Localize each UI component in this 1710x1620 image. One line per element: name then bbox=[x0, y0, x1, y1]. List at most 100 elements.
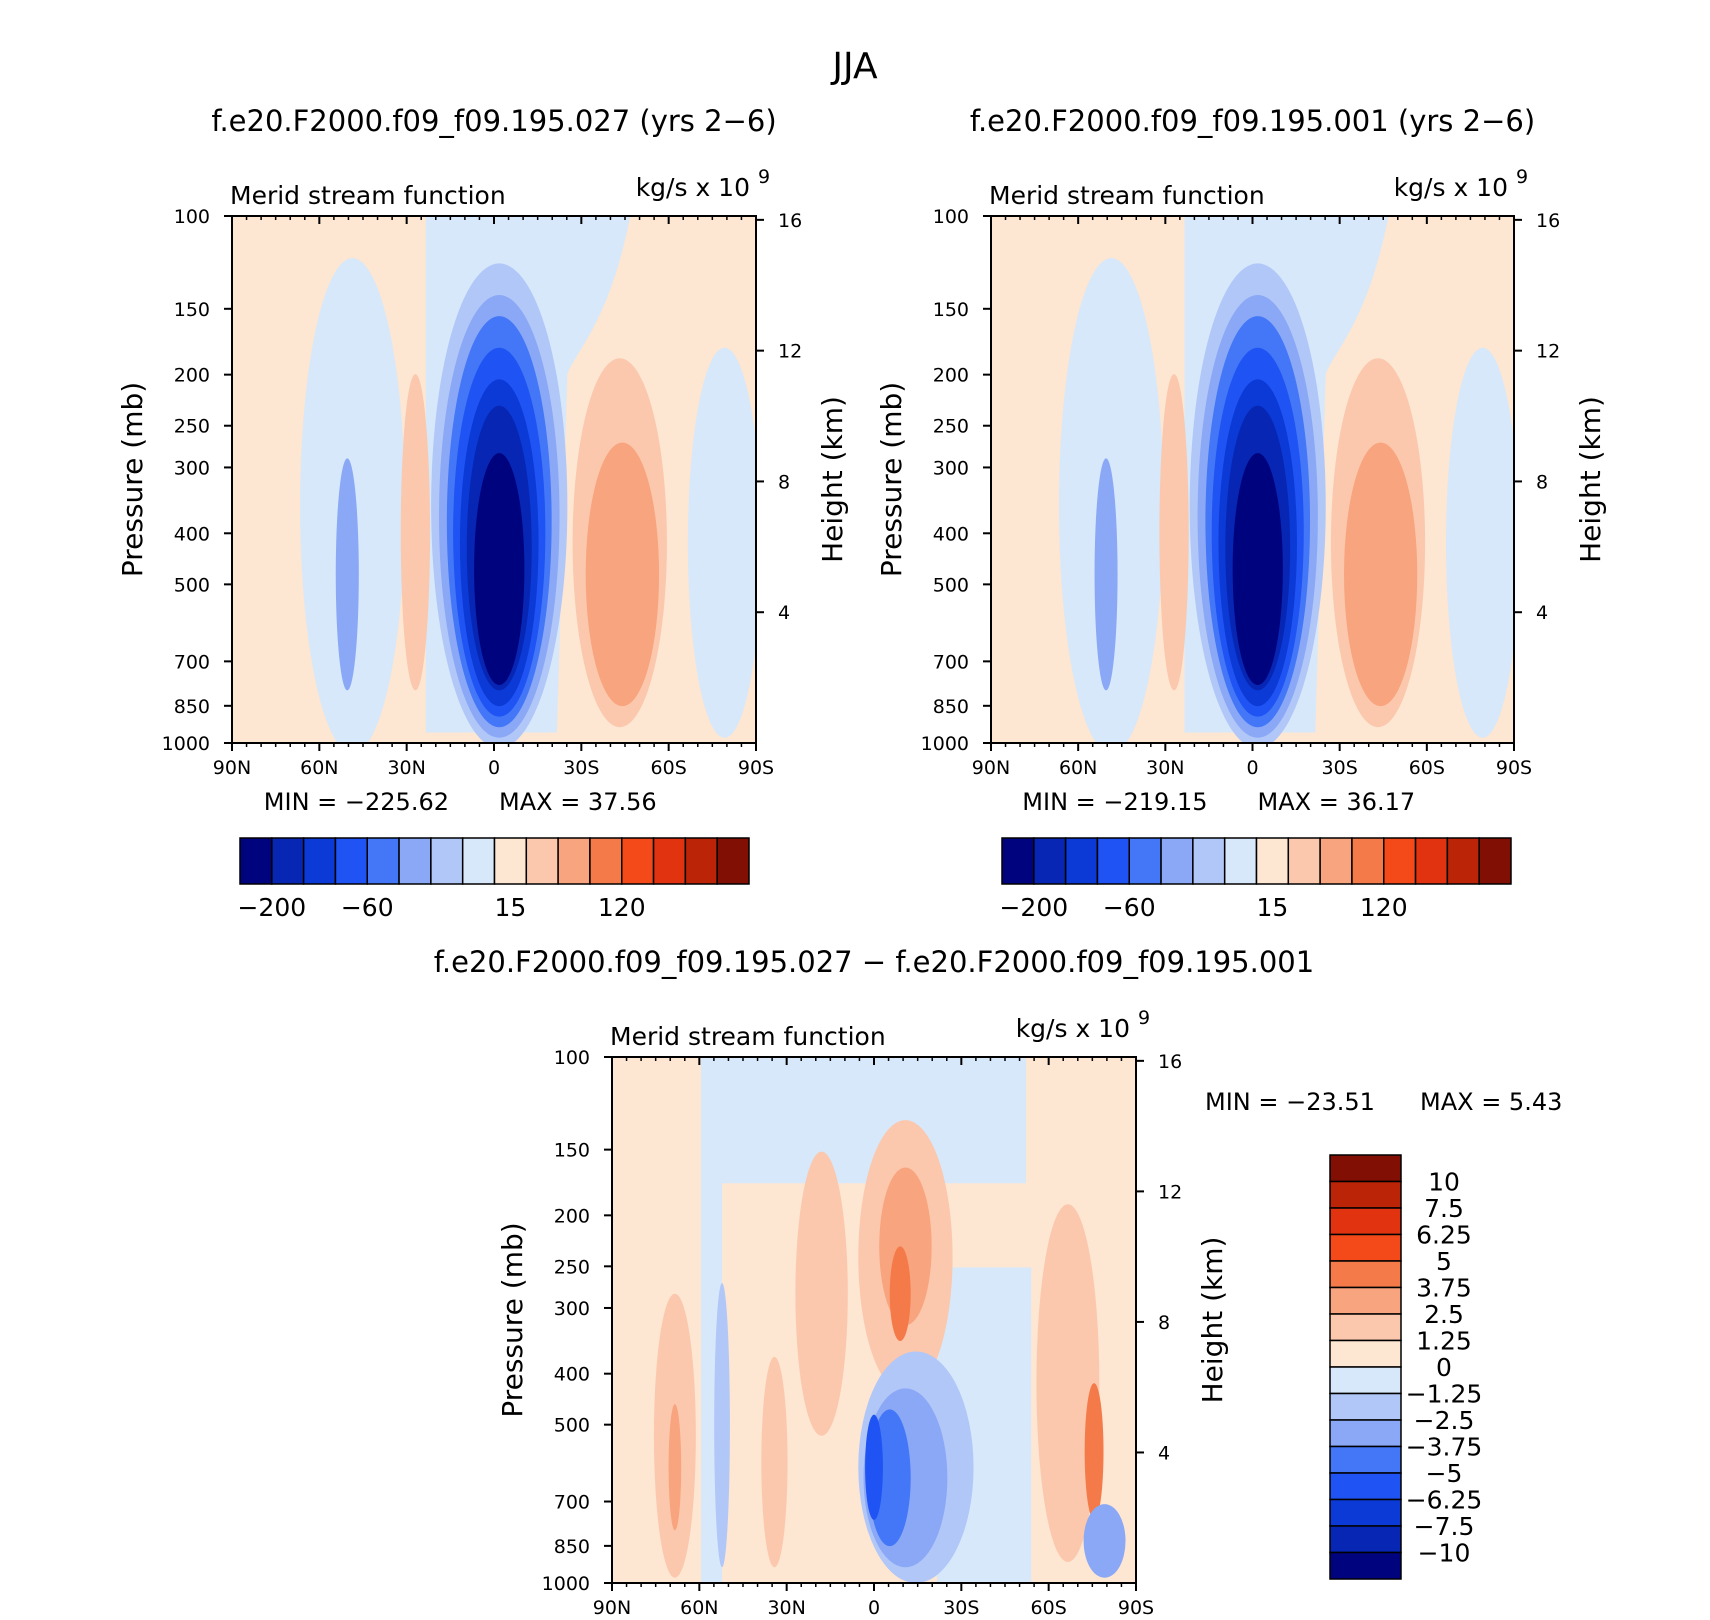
y-tick-label: 700 bbox=[933, 651, 969, 673]
colorbar-swatch bbox=[1033, 837, 1067, 885]
y-tick-label: 150 bbox=[554, 1140, 590, 1162]
cell-blue-a bbox=[714, 1283, 730, 1568]
colorbar-swatch bbox=[398, 837, 432, 885]
cell-nh-red bbox=[1159, 374, 1189, 691]
colorbar-swatch bbox=[1192, 837, 1226, 885]
colorbar-swatch bbox=[1329, 1551, 1402, 1580]
x-tick-label: 0 bbox=[868, 1597, 880, 1619]
panel-subtitle: f.e20.F2000.f09_f09.195.027 − f.e20.F200… bbox=[434, 945, 1314, 979]
colorbar-swatch bbox=[1329, 1260, 1402, 1289]
y-tick-label: 700 bbox=[174, 651, 210, 673]
left-label: Merid stream function bbox=[989, 181, 1265, 210]
y-tick-label: 500 bbox=[174, 574, 210, 596]
units-exponent: 9 bbox=[1516, 166, 1528, 188]
y-tick-label: 200 bbox=[933, 365, 969, 387]
colorbar-swatch bbox=[1255, 837, 1290, 885]
x-tick-label: 30S bbox=[943, 1597, 979, 1619]
region-light-blue-top bbox=[701, 1057, 1026, 1184]
x-tick-label: 60N bbox=[1059, 757, 1097, 779]
cell-red-e bbox=[1036, 1204, 1100, 1562]
colorbar-label: 2.5 bbox=[1424, 1300, 1464, 1329]
x-tick-label: 90S bbox=[738, 757, 774, 779]
cell-blue-c bbox=[1083, 1504, 1126, 1578]
x-tick-label: 30N bbox=[767, 1597, 805, 1619]
x-tick-label: 90S bbox=[1118, 1597, 1154, 1619]
panel-p2: f.e20.F2000.f09_f09.195.001 (yrs 2−6) Mer… bbox=[875, 104, 1607, 779]
x-tick-label: 90N bbox=[213, 757, 251, 779]
colorbar-swatch bbox=[1128, 837, 1162, 885]
cell-red-c bbox=[795, 1151, 848, 1436]
colorbar-swatch bbox=[1001, 837, 1035, 885]
height-tick-label: 4 bbox=[1536, 602, 1548, 624]
y-axis-label: Pressure (mb) bbox=[875, 382, 908, 577]
panel-p1: f.e20.F2000.f09_f09.195.027 (yrs 2−6) Mer… bbox=[116, 104, 849, 779]
units-label: kg/s x 10 bbox=[1016, 1014, 1130, 1043]
height-tick-label: 12 bbox=[1536, 341, 1560, 363]
y-tick-label: 850 bbox=[174, 696, 210, 718]
panel-subtitle: f.e20.F2000.f09_f09.195.027 (yrs 2−6) bbox=[211, 104, 776, 138]
colorbar-swatch bbox=[1383, 837, 1417, 885]
colorbar-swatch bbox=[1329, 1419, 1402, 1448]
units-exponent: 9 bbox=[758, 166, 770, 188]
colorbar-label: 15 bbox=[1257, 893, 1289, 922]
colorbar-swatch bbox=[334, 837, 368, 885]
height-tick-label: 12 bbox=[1158, 1181, 1182, 1203]
colorbar-swatch bbox=[557, 837, 591, 885]
colorbar-label: −60 bbox=[1103, 893, 1156, 922]
x-tick-label: 30S bbox=[1322, 757, 1358, 779]
colorbar-swatch bbox=[1478, 837, 1512, 885]
colorbar-swatch bbox=[1329, 1472, 1402, 1501]
y-axis-label: Pressure (mb) bbox=[496, 1222, 529, 1417]
y-tick-label: 500 bbox=[933, 574, 969, 596]
colorbar-label: 0 bbox=[1436, 1353, 1452, 1382]
y-tick-label: 500 bbox=[554, 1415, 590, 1437]
panel-p3: f.e20.F2000.f09_f09.195.027 − f.e20.F200… bbox=[434, 945, 1314, 1619]
y-tick-label: 150 bbox=[933, 299, 969, 321]
cell-sh-blue-outer bbox=[687, 347, 756, 738]
y-axis-right-label: Height (km) bbox=[816, 396, 849, 563]
x-tick-label: 30N bbox=[1146, 757, 1184, 779]
figure-title: JJA bbox=[830, 46, 878, 87]
cell-red-e2 bbox=[1084, 1383, 1104, 1520]
colorbar-label: 7.5 bbox=[1424, 1194, 1464, 1223]
units-label: kg/s x 10 bbox=[636, 173, 750, 202]
colorbar-swatch bbox=[1064, 837, 1099, 885]
height-tick-label: 16 bbox=[778, 210, 802, 232]
colorbar-swatch bbox=[1329, 1180, 1402, 1209]
colorbar-swatch bbox=[1329, 1207, 1402, 1236]
height-tick-label: 12 bbox=[778, 341, 802, 363]
colorbar-swatch bbox=[1329, 1233, 1402, 1262]
x-tick-label: 30S bbox=[563, 757, 599, 779]
max-text: MAX = 36.17 bbox=[1258, 788, 1416, 816]
x-tick-label: 60S bbox=[1409, 757, 1445, 779]
colorbar-swatch bbox=[1446, 837, 1480, 885]
cell-nh-blue-inner bbox=[335, 458, 359, 691]
colorbar-label: −2.5 bbox=[1414, 1406, 1475, 1435]
x-tick-label: 90N bbox=[593, 1597, 631, 1619]
height-tick-label: 16 bbox=[1158, 1051, 1182, 1073]
colorbar-swatch bbox=[621, 837, 655, 885]
cell-red-a-inner bbox=[668, 1404, 682, 1531]
colorbar-label: 120 bbox=[598, 893, 646, 922]
colorbar-swatch bbox=[1329, 1525, 1402, 1554]
colorbar-label: 1.25 bbox=[1416, 1327, 1472, 1356]
height-tick-label: 8 bbox=[1158, 1312, 1170, 1334]
max-text: MAX = 37.56 bbox=[499, 788, 657, 816]
height-tick-label: 4 bbox=[1158, 1442, 1170, 1464]
colorbar-label: −7.5 bbox=[1414, 1512, 1475, 1541]
colorbar-swatch bbox=[1329, 1498, 1402, 1527]
x-tick-label: 90N bbox=[972, 757, 1010, 779]
colorbar-swatch bbox=[1319, 837, 1353, 885]
y-tick-label: 100 bbox=[933, 206, 969, 228]
x-tick-label: 60S bbox=[651, 757, 687, 779]
colorbar-swatch bbox=[1414, 837, 1449, 885]
colorbar-swatch bbox=[366, 837, 400, 885]
cell-red-b bbox=[761, 1356, 788, 1568]
y-tick-label: 150 bbox=[174, 299, 210, 321]
y-tick-label: 400 bbox=[933, 523, 969, 545]
y-tick-label: 200 bbox=[554, 1205, 590, 1227]
colorbar-label: 5 bbox=[1436, 1247, 1452, 1276]
min-text: MIN = −225.62 bbox=[264, 788, 449, 816]
cell-red-d3 bbox=[889, 1246, 911, 1342]
y-tick-label: 850 bbox=[933, 696, 969, 718]
